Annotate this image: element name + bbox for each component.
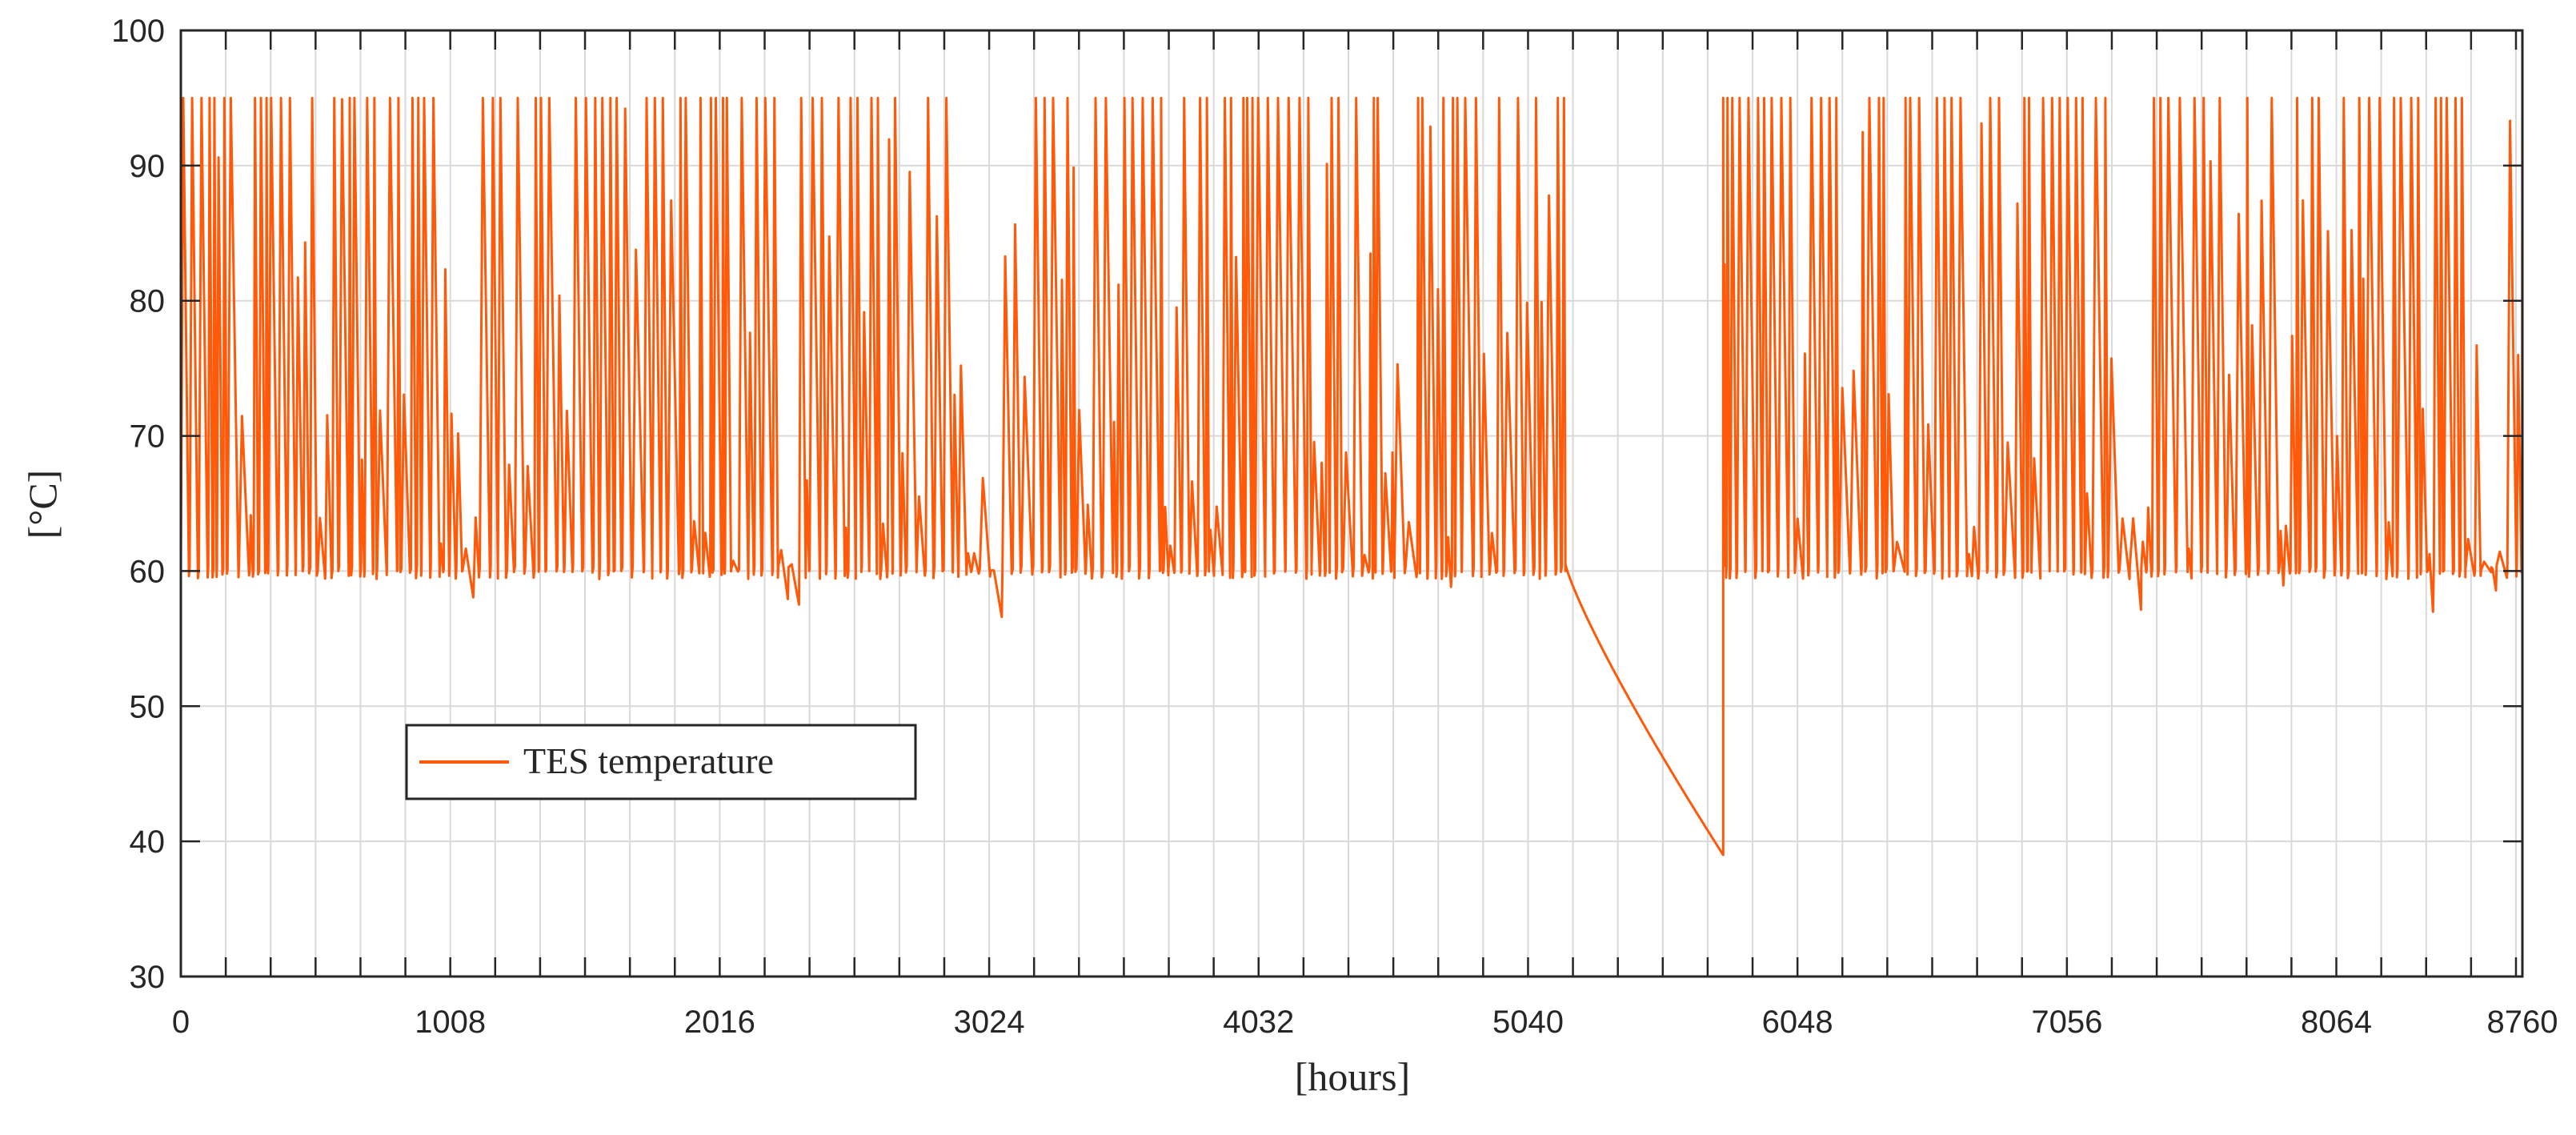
series-layer: [179, 96, 2524, 856]
x-tick-label: 3024: [954, 1005, 1025, 1040]
y-tick-label: 40: [130, 824, 166, 860]
x-tick-label: 8064: [2301, 1005, 2372, 1040]
series-line-tes-temperature: [179, 96, 2524, 856]
axes: [179, 29, 2524, 978]
y-tick-label: 60: [130, 554, 166, 589]
x-tick-label: 8760: [2487, 1005, 2558, 1040]
legend: TES temperature: [405, 724, 917, 800]
x-tick-label: 4032: [1223, 1005, 1294, 1040]
y-tick-label: 90: [130, 149, 166, 184]
y-axis-title: [°C]: [20, 470, 65, 539]
x-tick-label: 5040: [1492, 1005, 1564, 1040]
x-tick-label: 0: [172, 1005, 190, 1040]
x-tick-label: 1008: [415, 1005, 486, 1040]
x-tick-label: 2016: [684, 1005, 755, 1040]
x-axis-title: [hours]: [1295, 1054, 1410, 1099]
x-tick-label: 6048: [1762, 1005, 1833, 1040]
grid-lines: [181, 30, 2522, 977]
y-tick-label: 70: [130, 419, 166, 455]
y-tick-label: 30: [130, 960, 166, 995]
y-tick-label: 50: [130, 689, 166, 724]
y-tick-label: 100: [111, 14, 165, 49]
legend-label: TES temperature: [523, 740, 774, 781]
tick-labels: 30 40 50 60 70 80 90 100 0 1008 2016 3024 4032 5040 60…: [111, 14, 2558, 1040]
x-tick-label: 7056: [2031, 1005, 2102, 1040]
plot-frame: [179, 29, 2524, 978]
y-tick-label: 80: [130, 284, 166, 319]
